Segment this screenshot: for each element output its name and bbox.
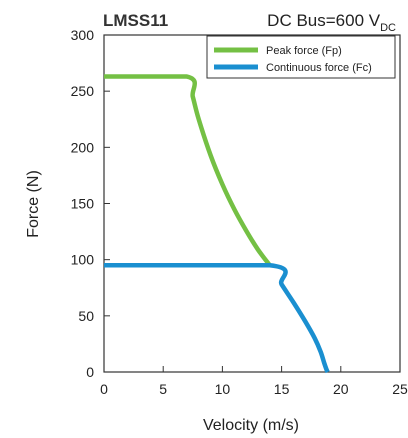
x-tick-label: 20 <box>333 381 349 397</box>
x-tick-label: 5 <box>159 381 167 397</box>
y-axis-label: Force (N) <box>25 170 42 238</box>
peak-force-line <box>104 74 272 267</box>
y-tick-label: 50 <box>78 308 94 324</box>
y-tick-label: 100 <box>71 252 95 268</box>
x-tick-label: 25 <box>392 381 408 397</box>
plot-area <box>103 34 401 373</box>
y-tick-label: 300 <box>71 27 95 43</box>
chart-title: LMSS11 <box>103 11 168 30</box>
y-tick-label: 200 <box>71 139 95 155</box>
legend-label-peak-force: Peak force (Fp) <box>266 45 342 57</box>
y-tick-label: 150 <box>71 196 95 212</box>
legend-label-continuous-force: Continuous force (Fc) <box>266 62 372 74</box>
legend-box <box>206 35 396 79</box>
subtitle-subscript: DC <box>380 22 396 34</box>
chart-subtitle: DC Bus=600 VDC <box>267 11 396 34</box>
x-axis-label: Velocity (m/s) <box>203 417 299 434</box>
subtitle-main: DC Bus=600 V <box>267 11 381 30</box>
series-layer <box>104 74 330 374</box>
x-tick-label: 0 <box>100 381 108 397</box>
y-tick-label: 250 <box>71 83 95 99</box>
legend: Peak force (Fp) Continuous force (Fc) <box>206 35 396 79</box>
continuous-force-line <box>104 263 330 374</box>
y-tick-label: 0 <box>86 364 94 380</box>
x-tick-label: 15 <box>274 381 290 397</box>
plot-frame <box>103 34 401 373</box>
x-tick-label: 10 <box>215 381 231 397</box>
